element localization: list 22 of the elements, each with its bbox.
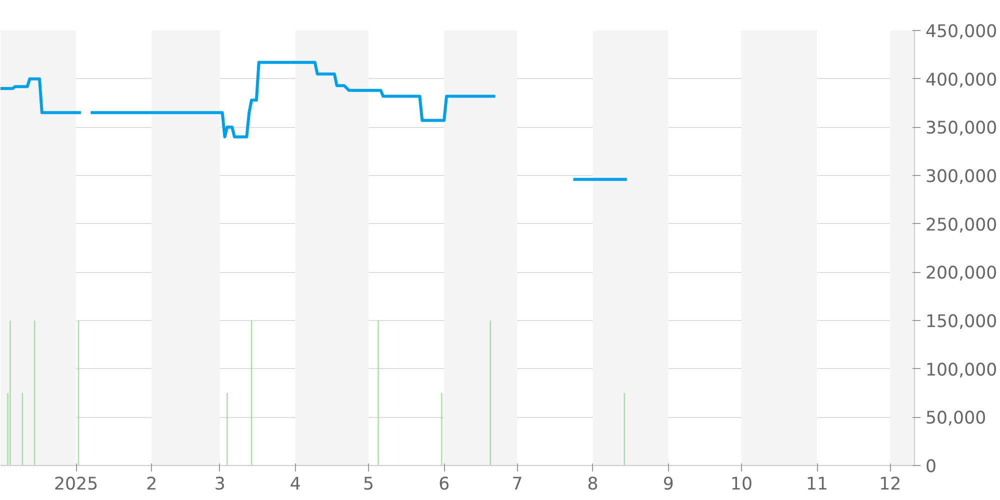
x-tick-label: 11 xyxy=(806,474,828,494)
x-tick-label: 3 xyxy=(214,474,226,494)
x-tick-label: 6 xyxy=(438,474,450,494)
x-tick-label: 8 xyxy=(587,474,598,494)
y-tick-label: 400,000 xyxy=(926,70,998,90)
y-tick-label: 100,000 xyxy=(926,360,998,380)
x-tick-label: 2 xyxy=(146,474,158,494)
x-tick-label: 9 xyxy=(662,474,674,494)
y-tick-label: 450,000 xyxy=(926,22,998,42)
x-tick-label: 5 xyxy=(363,474,374,494)
y-tick-label: 300,000 xyxy=(926,167,998,187)
y-tick-label: 150,000 xyxy=(926,312,998,332)
x-tick-label: 2025 xyxy=(54,474,98,494)
y-tick-label: 50,000 xyxy=(926,408,986,429)
x-tick-label: 7 xyxy=(512,474,523,494)
x-tick-label: 12 xyxy=(879,474,902,494)
y-tick-label: 0 xyxy=(926,457,937,477)
y-tick-label: 200,000 xyxy=(926,264,998,284)
x-tick-label: 4 xyxy=(290,474,301,494)
y-tick-label: 250,000 xyxy=(926,215,998,236)
y-tick-label: 350,000 xyxy=(926,118,998,139)
x-tick-label: 10 xyxy=(730,474,752,494)
